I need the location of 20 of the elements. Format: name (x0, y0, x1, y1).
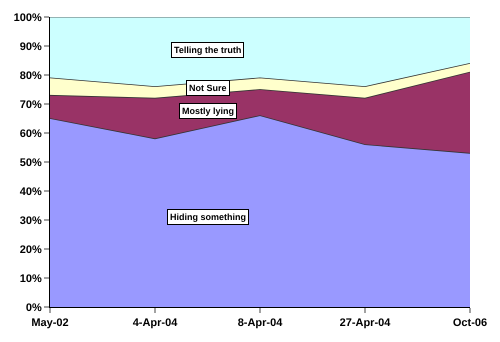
y-tick-label: 90% (20, 40, 42, 53)
x-tick-label: 8-Apr-04 (238, 317, 284, 330)
y-tick-label: 60% (20, 128, 42, 140)
x-tick-label: Oct-06 (452, 317, 488, 330)
y-tick-label: 30% (20, 214, 42, 227)
x-tick-label: May-02 (31, 317, 69, 330)
y-tick-label: 50% (20, 156, 42, 169)
series-label: Telling the truth (174, 45, 242, 55)
x-tick-label: 27-Apr-04 (340, 317, 392, 330)
x-tick-label: 4-Apr-04 (132, 317, 178, 330)
y-tick-label: 40% (20, 186, 42, 198)
y-tick-label: 70% (20, 98, 42, 111)
y-tick-label: 100% (14, 12, 42, 24)
y-tick-label: 0% (26, 302, 42, 314)
y-tick-label: 80% (20, 70, 42, 82)
series-label: Not Sure (189, 83, 227, 93)
series-label: Mostly lying (182, 106, 234, 116)
y-tick-label: 20% (20, 244, 42, 256)
y-tick-label: 10% (20, 272, 42, 285)
series-label: Hiding something (170, 212, 246, 222)
